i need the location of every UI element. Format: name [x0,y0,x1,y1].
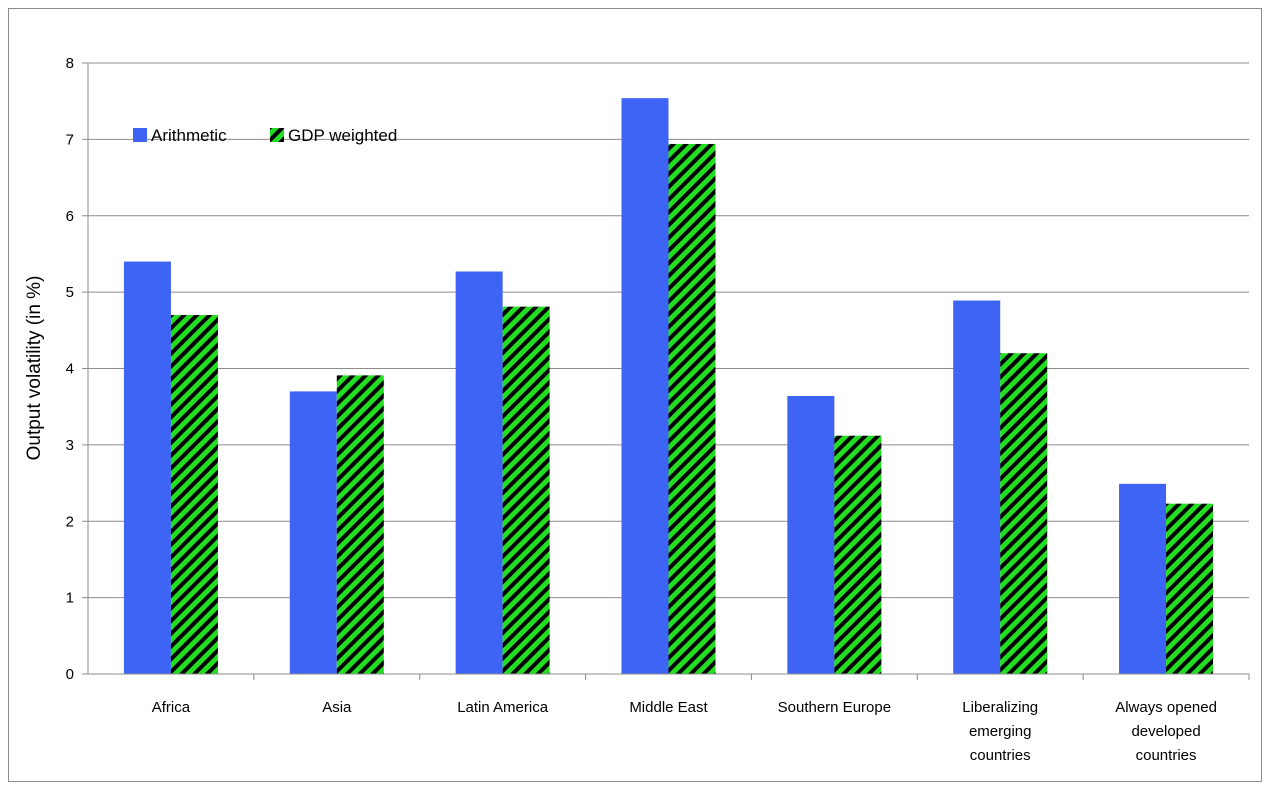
bar-gdp-weighted [170,315,218,674]
bar-arithmetic [123,261,171,674]
y-tick-label: 5 [66,284,74,301]
legend-swatch-gdp-weighted [270,128,284,142]
y-tick-label: 7 [66,131,74,148]
bar-arithmetic [621,98,669,674]
bar-gdp-weighted [668,143,716,674]
legend-swatch-arithmetic [133,128,147,142]
x-tick-label: countries [970,747,1031,764]
legend: Arithmetic GDP weighted [133,126,397,145]
x-tick-label: countries [1136,747,1197,764]
y-tick-label: 4 [66,361,74,378]
bar-arithmetic [289,391,337,674]
x-tick-label: Liberalizing [962,699,1038,716]
bar-gdp-weighted [1000,353,1048,674]
x-tick-label: Southern Europe [778,699,891,716]
bar-gdp-weighted [1166,503,1214,674]
x-tick-label: Middle East [629,699,708,716]
x-tick-label: emerging [969,723,1032,740]
y-tick-label: 8 [66,55,74,72]
x-tick-label: developed [1131,723,1200,740]
y-tick-label: 1 [66,590,74,607]
bar-arithmetic [787,395,835,674]
y-tick-label: 2 [66,513,74,530]
bar-gdp-weighted [336,375,384,674]
bar-arithmetic [953,300,1001,674]
x-tick-label: Always opened [1115,699,1217,716]
axes: 0 1 2 3 4 5 6 7 8 Africa Asia Latin America Middle E… [66,55,1250,764]
x-tick-label: Latin America [457,699,549,716]
bar-gdp-weighted [502,306,550,674]
x-tick-label: Africa [152,699,191,716]
legend-label: Arithmetic [151,126,227,145]
bar-gdp-weighted [834,435,882,674]
y-tick-label: 3 [66,437,74,454]
bar-arithmetic [455,271,503,674]
y-tick-label: 0 [66,666,74,683]
y-tick-label: 6 [66,208,74,225]
bar-arithmetic [1119,483,1167,674]
x-tick-label: Asia [322,699,352,716]
legend-label: GDP weighted [288,126,397,145]
bars [123,98,1214,674]
y-axis-title: Output volatility (in %) [24,276,45,461]
